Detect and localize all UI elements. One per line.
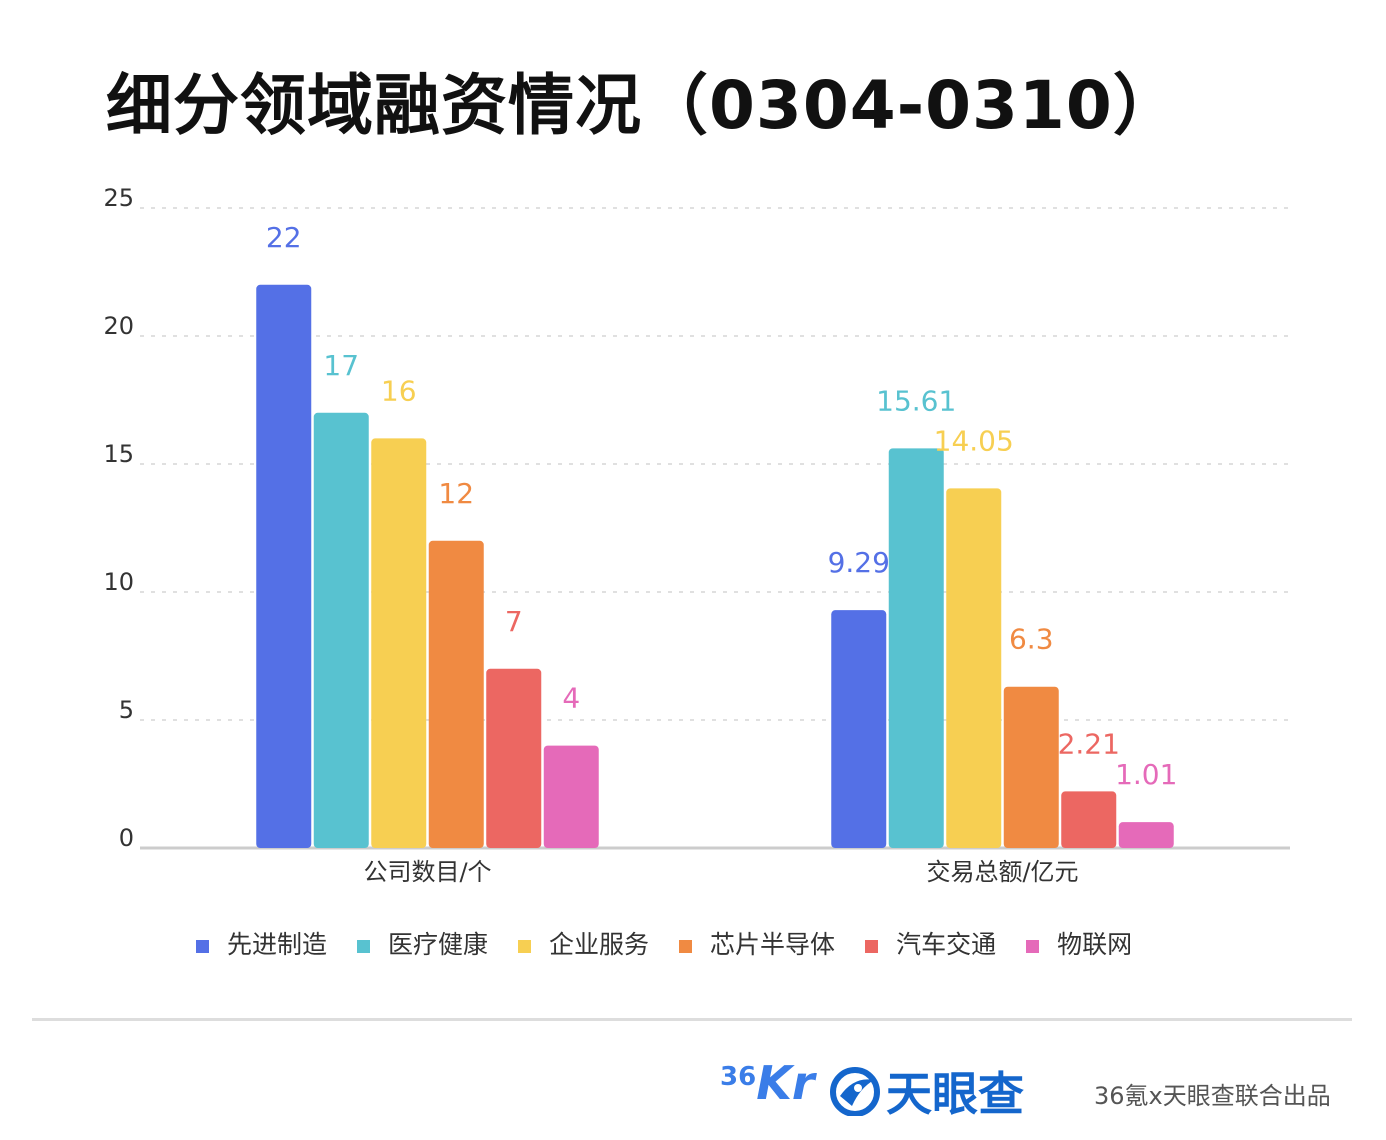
data-label: 1.01 — [1115, 758, 1177, 791]
data-label: 15.61 — [876, 384, 956, 417]
bar — [888, 448, 944, 848]
legend-swatch — [865, 939, 879, 953]
legend-item: 物联网 — [1026, 925, 1132, 961]
tianyancha-eye-icon — [830, 1067, 880, 1116]
legend-item: 医疗健康 — [357, 925, 488, 961]
data-label: 17 — [323, 349, 359, 382]
legend-swatch — [196, 939, 209, 953]
legend-swatch — [1026, 939, 1040, 953]
data-label: 6.3 — [1009, 623, 1054, 656]
legend-item: 企业服务 — [518, 925, 649, 961]
legend-swatch — [518, 939, 532, 953]
bar — [1118, 822, 1174, 848]
bar — [831, 610, 887, 848]
footer-credit: 36氪x天眼查联合出品 — [1094, 1082, 1331, 1110]
legend-label: 芯片半导体 — [710, 930, 836, 959]
y-tick-label: 0 — [119, 824, 134, 852]
y-tick-label: 20 — [103, 312, 134, 340]
chart-title: 细分领域融资情况（0304-0310） — [106, 67, 1180, 144]
36kr-logo: 36Kr — [720, 1056, 815, 1110]
bar — [946, 488, 1002, 848]
y-tick-label: 25 — [103, 184, 134, 212]
y-tick-label: 5 — [119, 696, 134, 724]
legend-item: 芯片半导体 — [679, 925, 835, 961]
data-label: 14.05 — [934, 424, 1014, 457]
legend-label: 先进制造 — [227, 930, 328, 959]
legend-label: 物联网 — [1057, 930, 1133, 959]
legend-label: 汽车交通 — [896, 930, 997, 959]
data-label: 4 — [562, 682, 580, 715]
legend-label: 医疗健康 — [388, 930, 489, 959]
36kr-logo-number: 36 — [720, 1062, 757, 1092]
bar — [313, 412, 369, 848]
legend-item: 汽车交通 — [865, 925, 996, 961]
bar — [1003, 686, 1059, 848]
legend-swatch — [357, 939, 371, 953]
data-label: 9.29 — [828, 546, 890, 579]
legend-swatch — [679, 939, 693, 953]
x-category-label: 交易总额/亿元 — [926, 858, 1078, 886]
tianyancha-logo: 天眼查 — [830, 1058, 1024, 1124]
y-tick-label: 15 — [103, 440, 134, 468]
data-label: 12 — [438, 477, 474, 510]
data-label: 7 — [505, 605, 523, 638]
bar — [371, 438, 427, 848]
legend: 先进制造 医疗健康 企业服务 芯片半导体 汽车交通 物联网 — [196, 925, 1162, 961]
36kr-logo-kr: Kr — [756, 1056, 815, 1110]
y-tick-label: 10 — [103, 568, 134, 596]
bar — [256, 284, 312, 848]
legend-item: 先进制造 — [196, 925, 327, 961]
x-category-label: 公司数目/个 — [363, 858, 491, 886]
bar — [543, 745, 599, 848]
bar — [1061, 791, 1117, 848]
footer-divider — [32, 1018, 1352, 1021]
bar — [486, 668, 542, 848]
bar-chart: 0 5 10 15 20 25 22 17 16 12 7 4 公司数目/个 9.29 15.61 14.05… — [103, 184, 1290, 886]
data-label: 2.21 — [1058, 727, 1120, 760]
data-label: 22 — [266, 221, 302, 254]
legend-label: 企业服务 — [549, 930, 650, 959]
bar — [428, 540, 484, 848]
tianyancha-logo-text: 天眼查 — [886, 1067, 1024, 1121]
data-label: 16 — [381, 374, 417, 407]
